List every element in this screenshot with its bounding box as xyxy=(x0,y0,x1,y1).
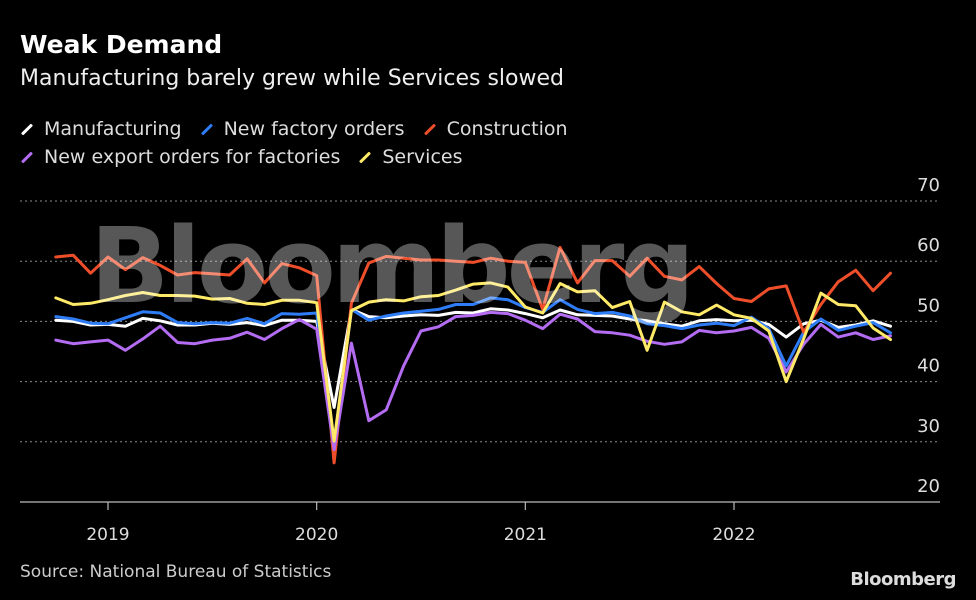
series-lines xyxy=(54,245,892,465)
x-tick-label-2022: 2022 xyxy=(712,525,755,545)
x-tick-label-2021: 2021 xyxy=(504,525,547,545)
y-tick-label-40: 40 xyxy=(917,356,940,377)
y-axis-ticks: 20 30 40 50 60 70 xyxy=(917,175,940,497)
legend-label-new-export-orders: New export orders for factories xyxy=(44,146,341,168)
legend: Manufacturing New factory orders Constru… xyxy=(20,115,720,171)
legend-row-1: Manufacturing New factory orders Constru… xyxy=(20,115,720,143)
legend-label-services: Services xyxy=(382,146,463,168)
series-line-services xyxy=(54,281,892,443)
y-tick-label-50: 50 xyxy=(917,295,940,316)
watermark-logo: Bloomberg xyxy=(90,205,695,327)
y-tick-label-60: 60 xyxy=(917,235,940,256)
x-tick-label-2020: 2020 xyxy=(295,525,338,545)
legend-row-2: New export orders for factories Services xyxy=(20,143,720,171)
legend-item-construction: Construction xyxy=(423,118,568,140)
legend-label-construction: Construction xyxy=(446,118,568,140)
legend-item-manufacturing: Manufacturing xyxy=(20,118,182,140)
x-tick-label-2019: 2019 xyxy=(86,525,129,545)
x-axis: 2019 2020 2021 2022 xyxy=(20,501,940,545)
y-tick-label-30: 30 xyxy=(917,416,940,437)
source-note: Source: National Bureau of Statistics xyxy=(20,562,332,582)
legend-label-manufacturing: Manufacturing xyxy=(44,118,182,140)
y-tick-label-20: 20 xyxy=(917,476,940,497)
series-line-construction xyxy=(54,245,892,465)
y-tick-label-70: 70 xyxy=(917,175,940,196)
chart-subtitle: Manufacturing barely grew while Services… xyxy=(20,66,564,91)
chart-title: Weak Demand xyxy=(20,30,223,59)
legend-item-new-export-orders: New export orders for factories xyxy=(20,146,340,168)
series-line-new-export-orders-for-factories xyxy=(54,310,892,452)
legend-item-new-factory-orders: New factory orders xyxy=(200,118,405,140)
brand-logo: Bloomberg xyxy=(850,569,956,590)
legend-item-services: Services xyxy=(358,146,463,168)
legend-label-new-factory-orders: New factory orders xyxy=(223,118,405,140)
